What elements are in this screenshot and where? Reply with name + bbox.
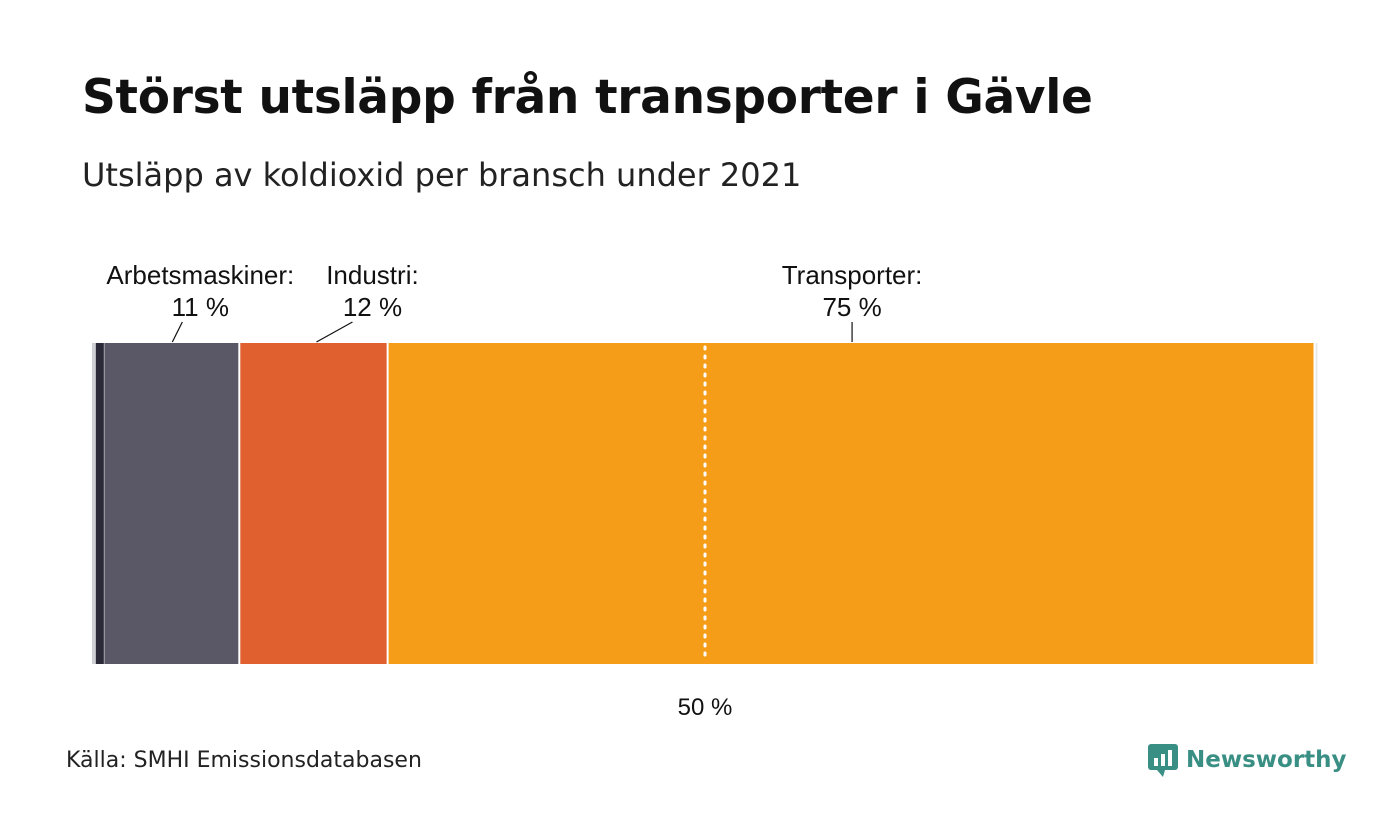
brand-logo: Newsworthy bbox=[1148, 742, 1347, 778]
bar-segments bbox=[92, 343, 1318, 664]
brand-name: Newsworthy bbox=[1186, 747, 1347, 773]
newsworthy-logo-icon bbox=[1148, 744, 1178, 777]
chart-subtitle: Utsläpp av koldioxid per bransch under 2… bbox=[82, 156, 802, 194]
bar-segment-arbetsmaskiner bbox=[104, 343, 239, 664]
reference-line-label: 50 % bbox=[678, 694, 733, 721]
segment-label-industri: Industri: bbox=[326, 260, 419, 290]
bar-segment-transporter bbox=[388, 343, 1314, 664]
bar-segment-minor-0 bbox=[92, 343, 96, 664]
bar-segment-minor-1 bbox=[95, 343, 104, 664]
segment-label-transporter: Transporter: bbox=[782, 260, 923, 290]
bar-segment-minor-5 bbox=[1315, 343, 1318, 664]
chart-title: Störst utsläpp från transporter i Gävle bbox=[82, 70, 1093, 125]
segment-value-industri: 12 % bbox=[343, 292, 402, 322]
bar-segment-industri bbox=[240, 343, 387, 664]
leader-line-arbetsmaskiner bbox=[171, 321, 183, 343]
stacked-bar-chart: Arbetsmaskiner:11 % Industri:12 % Transpor… bbox=[92, 260, 1318, 721]
source-note: Källa: SMHI Emissionsdatabasen bbox=[66, 748, 422, 773]
segment-value-arbetsmaskiner: 11 % bbox=[172, 292, 229, 322]
segment-labels: Arbetsmaskiner:11 % Industri:12 % Transpor… bbox=[106, 260, 923, 343]
segment-label-arbetsmaskiner: Arbetsmaskiner: bbox=[106, 260, 294, 290]
leader-line-industri bbox=[316, 321, 353, 343]
segment-value-transporter: 75 % bbox=[822, 292, 881, 322]
